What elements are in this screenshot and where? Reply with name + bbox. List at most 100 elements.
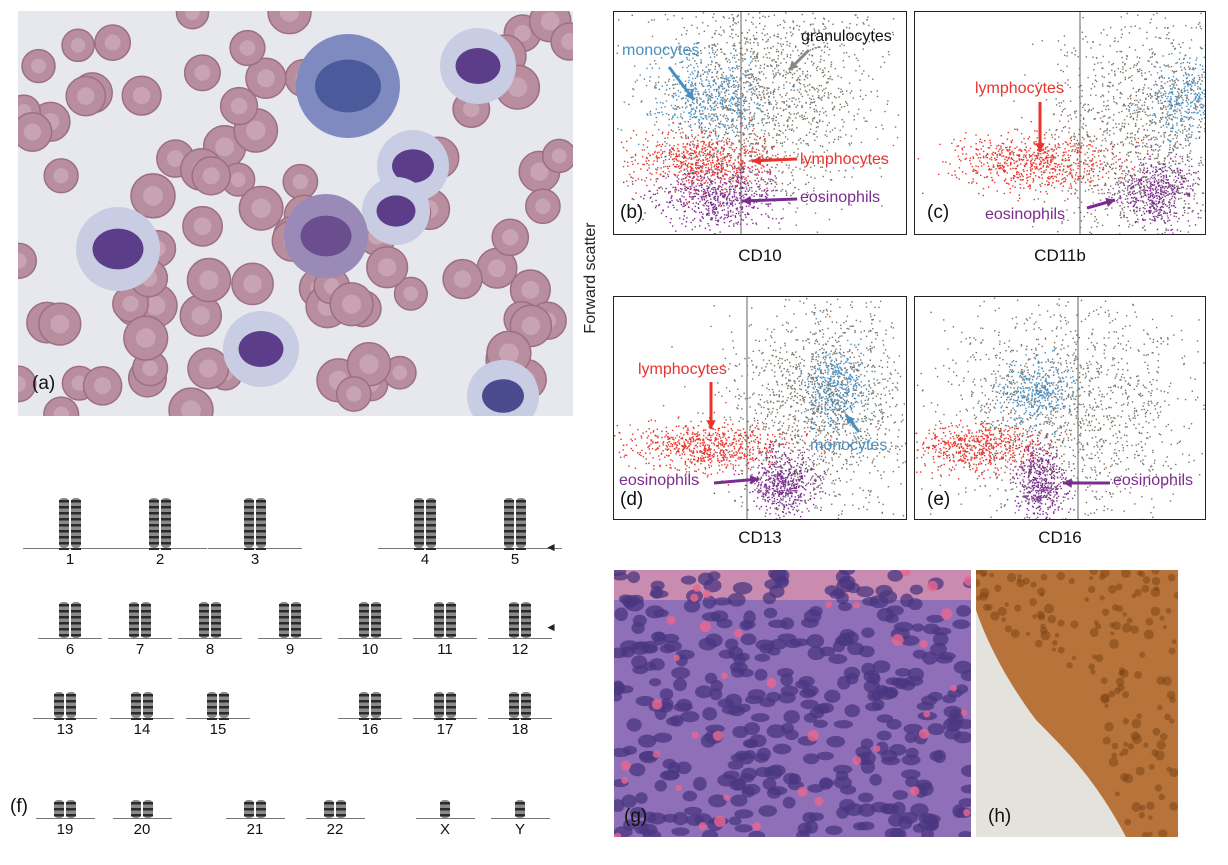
event-dot	[1158, 131, 1160, 134]
event-dot	[742, 160, 744, 162]
event-dot	[748, 29, 750, 31]
event-dot	[1101, 192, 1103, 195]
event-dot	[726, 83, 729, 85]
event-dot	[713, 149, 715, 151]
event-dot	[661, 131, 664, 133]
event-dot	[634, 153, 637, 156]
event-dot	[1140, 72, 1143, 74]
event-dot	[626, 149, 628, 152]
event-dot	[749, 82, 751, 84]
event-dot	[664, 81, 667, 84]
event-dot	[745, 186, 747, 188]
event-dot	[1134, 134, 1136, 136]
event-dot	[762, 93, 765, 96]
event-dot	[727, 194, 730, 196]
event-dot	[694, 87, 696, 89]
event-dot	[718, 169, 721, 171]
event-dot	[711, 193, 713, 196]
event-dot	[752, 34, 755, 37]
red-blood-cell	[18, 365, 37, 403]
event-dot	[843, 66, 845, 69]
event-dot	[1101, 110, 1103, 113]
event-dot	[752, 16, 754, 19]
event-dot	[673, 149, 675, 152]
event-dot	[1107, 163, 1109, 165]
event-dot	[814, 88, 816, 91]
event-dot	[1102, 134, 1104, 136]
event-dot	[715, 115, 717, 118]
event-dot	[697, 70, 699, 73]
event-dot	[1115, 126, 1118, 129]
event-dot	[684, 107, 687, 109]
event-dot	[707, 222, 709, 225]
event-dot	[1039, 183, 1041, 186]
event-dot	[704, 91, 707, 93]
event-dot	[690, 221, 692, 224]
event-dot	[1069, 100, 1072, 102]
event-dot	[1069, 86, 1071, 89]
event-dot	[694, 195, 696, 198]
event-dot	[866, 120, 868, 123]
event-dot	[792, 141, 794, 144]
event-dot	[649, 178, 652, 181]
event-dot	[734, 57, 736, 59]
event-dot	[681, 188, 683, 190]
event-dot	[701, 122, 703, 124]
event-dot	[702, 195, 704, 198]
event-dot	[1155, 122, 1157, 124]
event-dot	[725, 78, 728, 80]
event-dot	[1106, 85, 1109, 87]
event-dot	[764, 34, 766, 36]
event-dot	[1192, 67, 1194, 70]
event-dot	[737, 109, 739, 111]
event-dot	[1181, 91, 1183, 94]
event-dot	[733, 149, 736, 151]
event-dot	[751, 150, 753, 152]
event-dot	[753, 205, 755, 208]
event-dot	[772, 136, 774, 139]
event-dot	[1199, 64, 1202, 66]
event-dot	[674, 114, 676, 116]
event-dot	[848, 27, 851, 29]
event-dot	[690, 166, 692, 168]
event-dot	[724, 117, 727, 120]
event-dot	[728, 153, 730, 155]
event-dot	[658, 128, 660, 131]
event-dot	[680, 203, 683, 206]
event-dot	[1200, 156, 1202, 159]
event-dot	[785, 81, 788, 83]
event-dot	[1166, 65, 1168, 67]
event-dot	[809, 103, 811, 105]
event-dot	[867, 16, 869, 18]
event-dot	[706, 172, 709, 174]
annotation-arrow	[741, 197, 798, 203]
event-dot	[648, 167, 650, 169]
event-dot	[700, 160, 702, 162]
event-dot	[680, 113, 682, 115]
event-dot	[787, 118, 789, 121]
event-dot	[882, 56, 884, 58]
event-dot	[1201, 47, 1204, 50]
event-dot	[727, 154, 730, 156]
event-dot	[863, 23, 865, 25]
event-dot	[686, 29, 688, 32]
event-dot	[664, 145, 667, 148]
event-dot	[733, 167, 735, 169]
event-dot	[793, 72, 796, 75]
event-dot	[1139, 187, 1141, 190]
event-dot	[770, 157, 772, 159]
event-dot	[716, 223, 718, 226]
event-dot	[742, 60, 744, 62]
event-dot	[726, 117, 729, 120]
event-dot	[766, 187, 768, 189]
event-dot	[767, 189, 769, 192]
event-dot	[742, 104, 744, 107]
event-dot	[650, 19, 653, 21]
event-dot	[740, 40, 742, 42]
event-dot	[996, 173, 998, 175]
event-dot	[748, 125, 751, 128]
event-dot	[751, 190, 753, 192]
event-dot	[720, 51, 723, 53]
event-dot	[1086, 131, 1088, 133]
event-dot	[814, 47, 816, 49]
